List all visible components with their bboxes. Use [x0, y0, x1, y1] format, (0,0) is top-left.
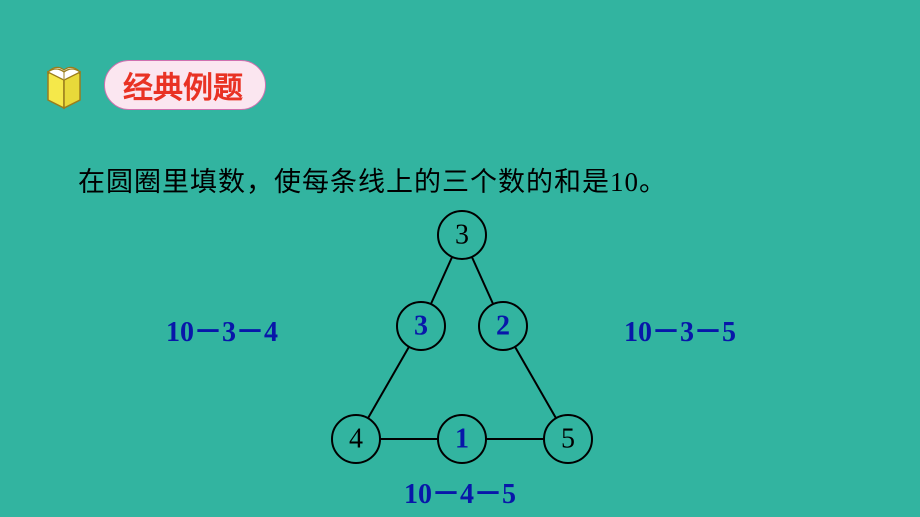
book-icon	[42, 60, 102, 110]
header: 经典例题	[42, 60, 266, 110]
section-title: 经典例题	[123, 72, 243, 105]
diagram-node-answer: 2	[496, 310, 510, 341]
diagram-node-answer: 3	[414, 310, 428, 341]
diagram-node-given: 5	[561, 423, 575, 454]
diagram-edge	[431, 257, 452, 304]
diagram-edge	[472, 257, 493, 304]
diagram-edge	[515, 347, 556, 418]
triangle-diagram: 3 3 2 4 1 5	[314, 205, 610, 475]
section-title-pill: 经典例题	[104, 60, 266, 110]
diagram-node-given: 3	[455, 219, 469, 250]
hint-left: 10－3－4	[166, 310, 278, 350]
diagram-edge	[368, 347, 409, 418]
diagram-node-answer: 1	[455, 423, 469, 454]
diagram-area: 3 3 2 4 1 5 10－3－4 10－3－5 10－4－5	[0, 205, 920, 515]
instruction-text: 在圆圈里填数，使每条线上的三个数的和是10。	[78, 160, 667, 199]
hint-bottom: 10－4－5	[404, 472, 516, 512]
diagram-node-given: 4	[349, 423, 363, 454]
hint-right: 10－3－5	[624, 310, 736, 350]
